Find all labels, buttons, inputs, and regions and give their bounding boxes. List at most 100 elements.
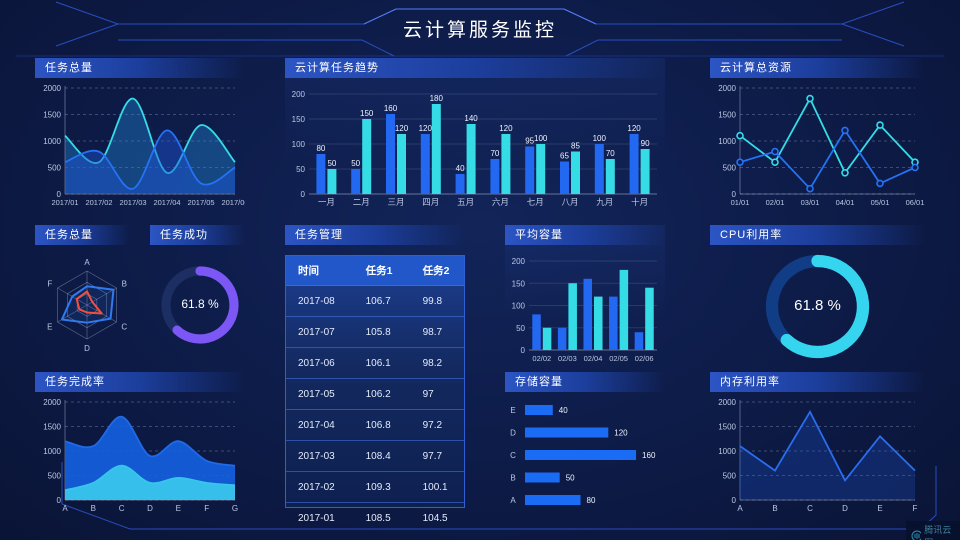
table-cell: 100.1 xyxy=(410,471,464,503)
svg-text:02/03: 02/03 xyxy=(558,354,577,363)
table-cell: 2017-05 xyxy=(286,378,354,410)
svg-text:0: 0 xyxy=(732,496,737,505)
svg-text:160: 160 xyxy=(384,104,398,113)
panel-task-total-line: 任务总量 0 500 1000 1500 2000 2017/01 2017/02 2017/… xyxy=(35,58,245,214)
svg-text:50: 50 xyxy=(516,324,525,333)
table-row: 2017-06 106.1 98.2 xyxy=(286,347,464,379)
memory-usage-chart: 0 500 1000 1500 2000 A B C D E F xyxy=(718,398,917,513)
svg-text:2017/06: 2017/06 xyxy=(221,198,245,207)
svg-text:2017/01: 2017/01 xyxy=(51,198,78,207)
svg-text:1000: 1000 xyxy=(43,137,61,146)
svg-text:2000: 2000 xyxy=(43,84,61,93)
svg-text:A: A xyxy=(62,504,68,513)
svg-text:50: 50 xyxy=(351,159,360,168)
svg-text:2017/02: 2017/02 xyxy=(85,198,112,207)
svg-text:0: 0 xyxy=(732,190,737,199)
table-cell: 2017-04 xyxy=(286,409,354,441)
brand-icon xyxy=(911,530,922,540)
table-cell: 106.2 xyxy=(353,378,411,410)
brand-logo: 腾讯云图 xyxy=(906,521,960,540)
panel-title: 内存利用率 xyxy=(710,372,925,392)
table-cell: 99.8 xyxy=(410,285,464,317)
table-col-header: 时间 xyxy=(286,256,354,286)
panel-title-text: 任务完成率 xyxy=(45,376,105,388)
svg-text:1000: 1000 xyxy=(43,447,61,456)
panel-title-text: 云计算总资源 xyxy=(720,62,792,74)
svg-text:40: 40 xyxy=(456,164,465,173)
svg-text:150: 150 xyxy=(360,109,374,118)
svg-text:500: 500 xyxy=(723,472,737,481)
svg-text:150: 150 xyxy=(292,115,306,124)
table-cell: 106.7 xyxy=(353,285,411,317)
table-cell: 106.8 xyxy=(353,409,411,441)
svg-text:0: 0 xyxy=(301,190,306,199)
page-title: 云计算服务监控 xyxy=(402,20,557,41)
svg-text:B: B xyxy=(122,280,127,289)
panel-title-text: 存储容量 xyxy=(515,376,563,388)
table-cell: 2017-07 xyxy=(286,316,354,348)
panel-title: 任务成功 xyxy=(150,225,245,245)
svg-text:01/01: 01/01 xyxy=(731,198,750,207)
svg-text:50: 50 xyxy=(296,165,305,174)
svg-text:C: C xyxy=(807,504,813,513)
svg-text:120: 120 xyxy=(627,124,641,133)
panel-title: 任务总量 xyxy=(35,225,130,245)
svg-text:A: A xyxy=(84,258,90,267)
svg-text:500: 500 xyxy=(48,472,62,481)
table-row: 2017-02 109.3 100.1 xyxy=(286,471,464,503)
svg-text:150: 150 xyxy=(512,279,526,288)
svg-text:六月: 六月 xyxy=(492,197,509,207)
panel-title: 存储容量 xyxy=(505,372,665,392)
svg-text:02/05: 02/05 xyxy=(609,354,628,363)
panel-title-text: 平均容量 xyxy=(515,229,563,241)
svg-text:85: 85 xyxy=(571,142,580,151)
svg-text:90: 90 xyxy=(641,139,650,148)
svg-text:140: 140 xyxy=(464,114,478,123)
svg-text:三月: 三月 xyxy=(387,197,404,207)
svg-text:B: B xyxy=(510,474,515,483)
svg-text:D: D xyxy=(84,344,90,353)
svg-text:E: E xyxy=(510,406,515,415)
avg-capacity-chart: 0 50 100 150 200 02/02 02/03 02/04 02/05 02/06 xyxy=(512,257,657,363)
panel-title: CPU利用率 xyxy=(710,225,925,245)
svg-text:120: 120 xyxy=(614,429,628,438)
brand-text: 腾讯云图 xyxy=(924,525,952,540)
svg-text:二月: 二月 xyxy=(353,197,370,207)
panel-cpu-usage: CPU利用率 61.8 % xyxy=(710,225,925,370)
table-cell: 109.3 xyxy=(353,471,411,503)
completion-rate-chart: 0 500 1000 1500 2000 A B C D E F G xyxy=(43,398,238,513)
svg-text:05/01: 05/01 xyxy=(871,198,890,207)
svg-text:七月: 七月 xyxy=(527,197,544,207)
svg-text:160: 160 xyxy=(642,451,656,460)
table-row: 2017-05 106.2 97 xyxy=(286,378,464,410)
task-total-line-chart: 0 500 1000 1500 2000 2017/01 2017/02 2017/03 201… xyxy=(43,84,245,207)
svg-text:五月: 五月 xyxy=(457,197,474,207)
svg-text:2017/04: 2017/04 xyxy=(153,198,180,207)
svg-text:0: 0 xyxy=(57,190,62,199)
svg-text:06/01: 06/01 xyxy=(906,198,925,207)
svg-text:1500: 1500 xyxy=(718,111,736,120)
svg-text:D: D xyxy=(510,429,516,438)
svg-text:200: 200 xyxy=(512,257,526,266)
task-radar-chart: A B C D E F xyxy=(47,258,127,353)
panel-task-trend: 云计算任务趋势 0 50 100 150 200 一月 二月 三月 四月 五月 六月 七月 八月 九月 十月… xyxy=(285,58,665,214)
svg-text:2000: 2000 xyxy=(718,398,736,407)
svg-text:C: C xyxy=(121,323,127,332)
svg-text:95: 95 xyxy=(525,137,534,146)
svg-text:E: E xyxy=(47,323,52,332)
panel-title: 任务管理 xyxy=(285,225,465,245)
panel-task-table: 任务管理 时间 任务1 任务2 2017-08 106.7 99.8 2017-07 105… xyxy=(285,225,465,533)
table-cell: 2017-06 xyxy=(286,347,354,379)
svg-text:1000: 1000 xyxy=(718,447,736,456)
svg-text:F: F xyxy=(204,504,209,513)
svg-text:03/01: 03/01 xyxy=(801,198,820,207)
total-resources-chart: 0 500 1000 1500 2000 01/01 02/01 03/01 04/01 05/0… xyxy=(718,84,925,207)
gauge-value: 61.8 % xyxy=(794,297,841,314)
svg-text:70: 70 xyxy=(490,149,499,158)
svg-text:02/06: 02/06 xyxy=(635,354,654,363)
panel-title-text: 任务管理 xyxy=(295,229,343,241)
panel-title-text: 任务总量 xyxy=(45,229,93,241)
svg-text:50: 50 xyxy=(566,474,575,483)
